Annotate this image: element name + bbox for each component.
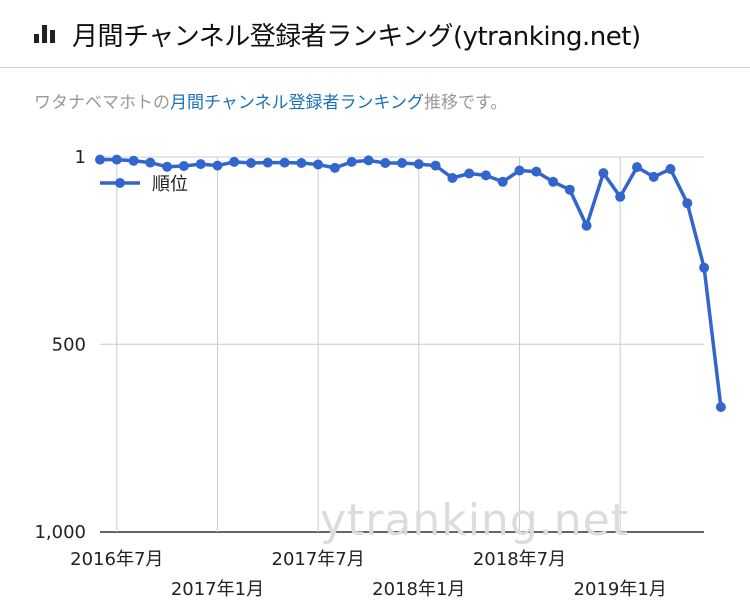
data-point: [715, 402, 726, 412]
y-tick-label: 500: [52, 334, 86, 355]
data-point: [564, 184, 575, 195]
x-tick-label: 2017年1月: [171, 579, 264, 600]
legend: 順位: [100, 174, 188, 195]
y-axis-labels: 1 500 1,000: [34, 147, 86, 543]
data-point: [178, 161, 189, 171]
data-point: [95, 154, 105, 165]
data-point: [615, 191, 626, 202]
data-point: [497, 176, 508, 187]
data-point: [246, 158, 256, 168]
x-axis-labels: 2016年7月 2017年7月 2018年7月 2017年1月 2018年1月 2019年…: [70, 549, 667, 600]
data-point: [480, 170, 491, 181]
x-tick-label: 2016年7月: [70, 549, 163, 570]
data-point: [514, 165, 525, 176]
data-point: [262, 157, 273, 168]
data-point: [648, 171, 659, 182]
chart-description: ワタナベマホトの月間チャンネル登録者ランキング推移です。: [34, 88, 507, 113]
data-point: [279, 157, 290, 168]
legend-label: 順位: [152, 174, 188, 195]
x-tick-label: 2017年7月: [272, 549, 365, 570]
data-point: [397, 158, 407, 168]
data-point: [430, 160, 441, 171]
chart-grid: [100, 156, 704, 533]
series-line: [100, 157, 723, 408]
data-point: [632, 162, 642, 173]
data-point: [212, 160, 223, 171]
data-point: [380, 158, 391, 168]
data-point: [162, 161, 173, 172]
data-point: [229, 156, 240, 167]
description-prefix: ワタナベマホトの: [34, 93, 170, 113]
page-title: 月間チャンネル登録者ランキング(ytranking.net): [72, 22, 641, 52]
data-point: [313, 159, 324, 170]
data-point: [581, 220, 592, 231]
app-header: 月間チャンネル登録者ランキング(ytranking.net): [0, 0, 750, 68]
bar-chart-icon: [34, 25, 60, 43]
data-point: [531, 166, 542, 177]
data-point: [447, 173, 458, 183]
data-point: [145, 157, 156, 168]
data-point: [128, 155, 139, 166]
y-tick-label: 1: [75, 147, 86, 168]
data-point: [111, 154, 122, 165]
data-point: [699, 262, 710, 273]
watermark: ytranking.net: [320, 495, 629, 546]
data-point: [598, 168, 609, 179]
data-point: [363, 155, 374, 166]
data-point: [413, 159, 424, 170]
data-point: [665, 164, 676, 174]
y-tick-label: 1,000: [34, 522, 86, 543]
data-point: [195, 159, 206, 170]
description-suffix: 推移です。: [423, 93, 508, 113]
data-point: [548, 176, 559, 187]
legend-marker: [115, 178, 125, 188]
x-tick-label: 2018年1月: [372, 579, 465, 600]
series-rank: [95, 154, 726, 412]
ranking-link[interactable]: 月間チャンネル登録者ランキング: [170, 93, 424, 113]
data-point: [296, 158, 307, 168]
data-point: [682, 198, 693, 209]
x-tick-label: 2019年1月: [574, 579, 667, 600]
x-tick-label: 2018年7月: [473, 549, 566, 570]
data-point: [464, 168, 475, 179]
data-point: [346, 156, 357, 167]
data-point: [329, 162, 340, 173]
